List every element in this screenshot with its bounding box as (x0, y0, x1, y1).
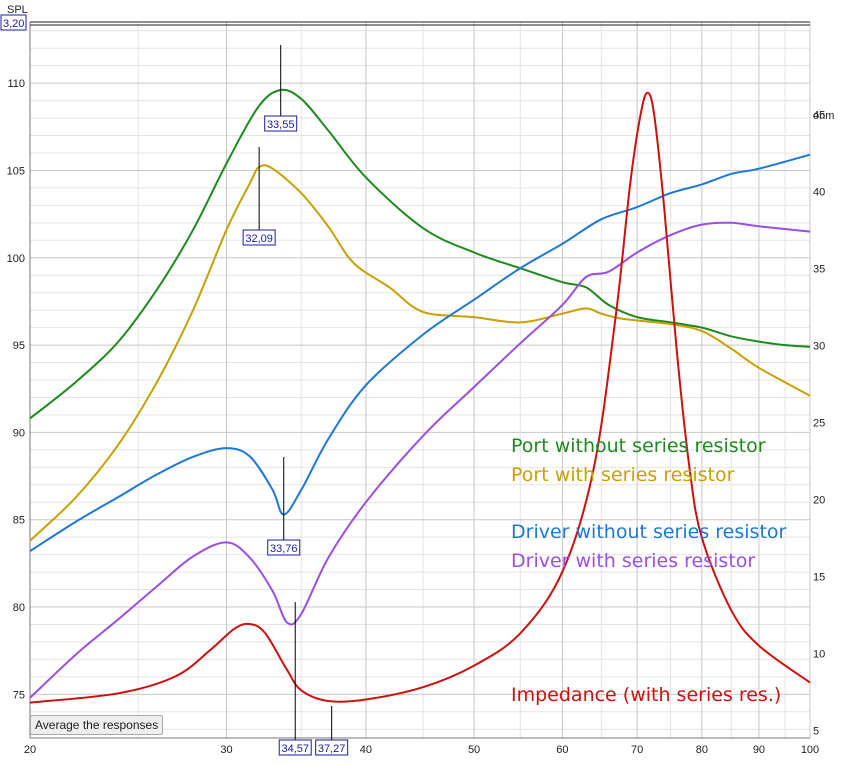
y-right-tick-label: 40 (813, 186, 825, 198)
y-left-tick-label: 75 (13, 689, 25, 701)
y-left-tick-label: 95 (13, 340, 25, 352)
marker-label: 37,27 (318, 743, 346, 755)
y-right-tick-label: 15 (813, 571, 825, 583)
x-tick-label: 100 (801, 744, 819, 756)
marker-label: 34,57 (281, 743, 309, 755)
y-right-tick-label: 5 (813, 725, 819, 737)
x-tick-label: 60 (556, 744, 568, 756)
series (29, 88, 811, 704)
x-tick-label: 90 (753, 744, 765, 756)
y-right-tick-label: 35 (813, 263, 825, 275)
grid (29, 22, 811, 738)
series-line-2 (29, 164, 811, 542)
y-right-tick-label: 45 (813, 109, 825, 121)
y-right-axis-label: ohm (813, 110, 834, 122)
marker-label: 32,09 (245, 233, 273, 245)
x-tick-label: 30 (220, 744, 232, 756)
y-value-box-text: 3,20 (3, 18, 24, 30)
y-right-tick-label: 25 (813, 417, 825, 429)
marker-box (242, 229, 276, 246)
marker-box (315, 739, 349, 756)
y-left-tick-label: 90 (13, 427, 25, 439)
y-right-tick-label: 30 (813, 340, 825, 352)
y-left-tick-label: 85 (13, 515, 25, 527)
legend-entry-3: Driver without series resistor (511, 521, 787, 543)
legend-entry-4: Driver with series resistor (511, 550, 755, 572)
legend-entry-1: Port without series resistor (511, 435, 766, 457)
y-left-tick-label: 80 (13, 602, 25, 614)
series-line-5 (29, 91, 811, 704)
average-responses-button[interactable]: Average the responses (30, 715, 164, 735)
y-right-tick-label: 10 (813, 648, 825, 660)
x-tick-label: 50 (468, 744, 480, 756)
y-left-tick-label: 110 (7, 78, 25, 90)
markers: 33,55 32,09 33,76 34,57 37,27 (242, 45, 349, 756)
axes: 20 30 40 50 60 70 80 90 100 75 80 85 90 95 100 105 110 5 1… (7, 21, 825, 756)
marker-box (264, 115, 298, 132)
x-tick-label: 40 (360, 744, 372, 756)
marker-box (278, 739, 312, 756)
x-tick-label: 70 (631, 744, 643, 756)
y-left-axis-label: SPL (7, 4, 28, 16)
series-line-3 (29, 153, 811, 552)
x-tick-label: 20 (24, 744, 36, 756)
marker-label: 33,76 (270, 543, 298, 555)
y-left-tick-label: 100 (7, 253, 25, 265)
legend: Port without series resistor Port with se… (511, 435, 787, 706)
series-line-4 (29, 221, 811, 699)
y-right-tick-label: 20 (813, 494, 825, 506)
legend-entry-2: Port with series resistor (511, 464, 735, 486)
marker-box (267, 539, 301, 556)
legend-entry-5: Impedance (with series res.) (511, 684, 781, 706)
x-tick-label: 80 (696, 744, 708, 756)
series-line-1 (29, 88, 811, 420)
y-left-tick-label: 105 (7, 165, 25, 177)
marker-label: 33,55 (267, 119, 295, 131)
y-value-box (0, 14, 27, 31)
